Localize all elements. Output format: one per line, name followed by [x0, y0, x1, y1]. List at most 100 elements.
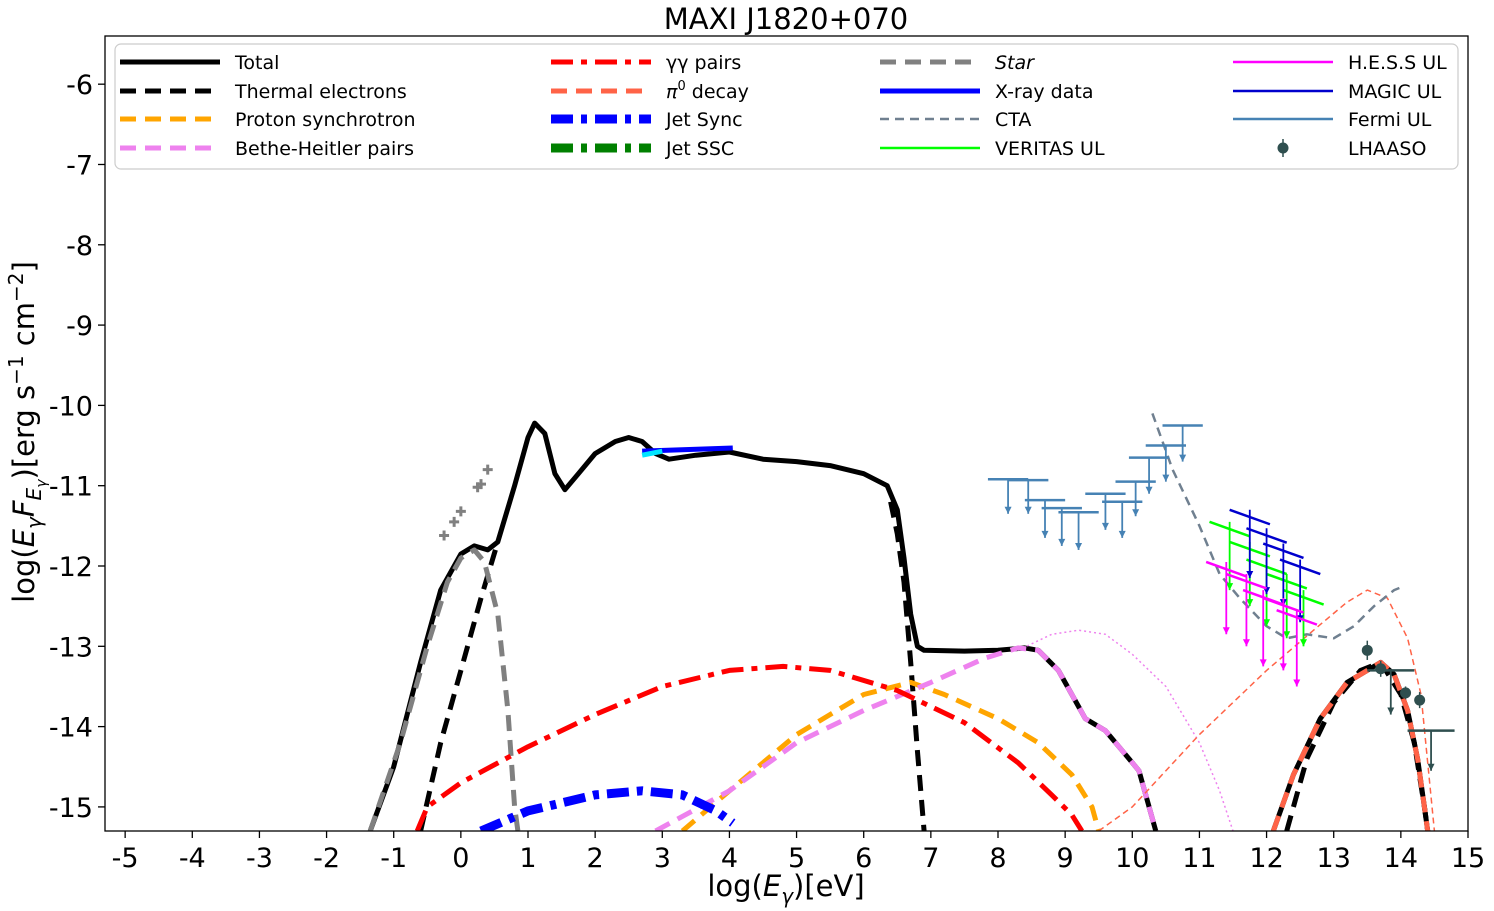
legend-item-hess: H.E.S.S UL — [1233, 52, 1447, 74]
ul-arrow — [1283, 631, 1291, 639]
star-marker — [455, 506, 466, 517]
ul-arrow — [1132, 509, 1140, 517]
legend-label: Jet SSC — [665, 138, 734, 160]
legend-item-gg_pairs: γγ pairs — [551, 52, 741, 74]
ul-hess-4 — [1276, 608, 1318, 687]
legend-item-thermal: Thermal electrons — [120, 81, 407, 103]
star-marker — [449, 516, 460, 527]
ul-arrow — [1246, 571, 1254, 579]
legend-item-proton_sync: Proton synchrotron — [120, 109, 416, 131]
legend-label: MAGIC UL — [1348, 81, 1442, 103]
star-marker — [476, 479, 486, 490]
ul-veritas-4 — [1282, 588, 1325, 647]
series-thermal-2 — [418, 541, 501, 831]
ul-fermi-8 — [1128, 456, 1170, 494]
y-tick-label: -10 — [49, 391, 93, 422]
ul-arrow — [1101, 522, 1109, 530]
legend-item-total: Total — [120, 52, 279, 74]
legend-item-bethe_heitler: Bethe-Heitler pairs — [120, 138, 414, 160]
legend-label: Fermi UL — [1348, 109, 1432, 131]
legend-item-lhaaso: LHAASO — [1277, 138, 1426, 160]
x-tick-label: -5 — [112, 843, 139, 874]
plot-area — [367, 412, 1455, 831]
ul-magic-0 — [1229, 508, 1271, 579]
legend-label: LHAASO — [1348, 138, 1426, 160]
legend-label: Total — [234, 52, 279, 74]
legend-label: Jet Sync — [665, 109, 743, 131]
legend-item-xray: X-ray data — [880, 81, 1093, 103]
legend-label: X-ray data — [995, 81, 1093, 103]
ul-arrow — [1242, 639, 1250, 647]
y-axis-label-text: log(EγFEγ)[erg s−1 cm−2] — [4, 261, 50, 603]
ul-arrow — [1300, 639, 1307, 647]
series-star-5 — [367, 547, 521, 831]
ul-hess-3 — [1262, 596, 1304, 671]
ul-arrow — [1427, 763, 1435, 771]
ul-arrow — [1259, 659, 1267, 667]
series-bethe_heitler-8 — [1017, 629, 1234, 831]
legend-item-magic: MAGIC UL — [1233, 81, 1442, 103]
legend-frame — [114, 43, 1459, 170]
y-tick-label: -8 — [66, 231, 93, 262]
ul-lhaaso-0 — [1367, 669, 1415, 715]
ul-arrow — [1162, 474, 1170, 482]
star-point-4 — [476, 479, 486, 490]
x-tick-label: 9 — [1057, 843, 1074, 874]
series-bethe_heitler-7 — [654, 645, 1159, 831]
x-axis-label-text: log(Eγ)[eV] — [707, 869, 864, 908]
ul-arrow — [1263, 619, 1271, 627]
legend-item-veritas: VERITAS UL — [880, 138, 1105, 160]
legend-label: Thermal electrons — [234, 81, 407, 103]
ul-fermi-9 — [1145, 444, 1186, 482]
ul-hess-0 — [1205, 560, 1247, 635]
legend-item-star: Star — [880, 52, 1035, 74]
legend-item-fermi: Fermi UL — [1233, 109, 1432, 131]
x-tick-label: 8 — [989, 843, 1006, 874]
y-axis: -15 -14 -13 -12 -11 -10 -9 -8 -7 -6 — [49, 70, 105, 824]
y-axis-label: log(EγFEγ)[erg s−1 cm−2] — [4, 261, 50, 603]
y-tick-label: -11 — [49, 472, 93, 503]
ul-arrow — [1024, 506, 1032, 514]
ul-arrow — [1058, 538, 1066, 546]
lhaaso-marker — [1400, 687, 1412, 699]
xray-segment-1 — [641, 448, 663, 458]
star-marker — [439, 530, 450, 541]
ul-arrow — [1179, 454, 1187, 462]
legend-label: VERITAS UL — [995, 138, 1105, 160]
x-tick-label: -4 — [179, 843, 206, 874]
chart-title: MAXI J1820+070 — [664, 2, 909, 36]
x-tick-label: 10 — [1115, 843, 1149, 874]
series-total-0 — [367, 420, 1159, 831]
ul-arrow — [1004, 506, 1012, 514]
legend-label: CTA — [995, 109, 1031, 131]
legend-label: Bethe-Heitler pairs — [235, 138, 414, 160]
star-point-0 — [439, 530, 450, 541]
ul-veritas-0 — [1209, 520, 1251, 591]
x-tick-label: 6 — [855, 843, 872, 874]
legend-item-pi0: π0 decay — [551, 79, 749, 103]
y-tick-label: -7 — [66, 150, 93, 181]
series-proton_sync-6 — [680, 679, 1102, 831]
ul-arrow — [1118, 530, 1126, 538]
x-tick-label: 13 — [1317, 843, 1351, 874]
x-tick-label: -3 — [246, 843, 273, 874]
legend-label: π0 decay — [666, 79, 749, 103]
x-tick-label: 5 — [788, 843, 805, 874]
legend-swatch-marker — [1277, 142, 1289, 154]
x-tick-label: 2 — [587, 843, 604, 874]
x-tick-label: 12 — [1249, 843, 1283, 874]
ul-lhaaso-1 — [1407, 729, 1455, 771]
ul-fermi-10 — [1162, 424, 1203, 462]
legend-item-jet_sync: Jet Sync — [551, 109, 743, 131]
y-tick-label: -13 — [49, 632, 93, 663]
ul-arrow — [1041, 530, 1049, 538]
series-cta-13 — [1151, 412, 1405, 640]
ul-arrow — [1293, 679, 1301, 687]
y-tick-label: -9 — [66, 311, 93, 342]
y-tick-label: -14 — [49, 713, 93, 744]
x-axis-label: log(Eγ)[eV] — [707, 869, 864, 908]
legend: Total Thermal electrons Proton synchrotron… — [114, 43, 1459, 170]
lhaaso-marker — [1414, 694, 1426, 706]
lhaaso-point-0 — [1361, 640, 1373, 660]
